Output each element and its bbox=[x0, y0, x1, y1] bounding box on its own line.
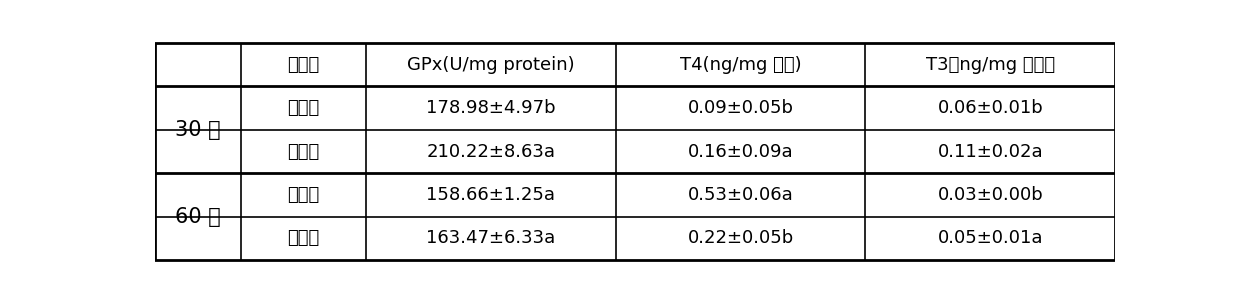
Text: 0.03±0.00b: 0.03±0.00b bbox=[938, 186, 1043, 204]
Text: 对照组: 对照组 bbox=[287, 186, 320, 204]
Text: 210.22±8.63a: 210.22±8.63a bbox=[426, 142, 555, 160]
Text: T4(ng/mg 干重): T4(ng/mg 干重) bbox=[680, 56, 802, 74]
Text: 对照组: 对照组 bbox=[287, 99, 320, 117]
Text: 0.22±0.05b: 0.22±0.05b bbox=[688, 230, 794, 247]
Text: 158.66±1.25a: 158.66±1.25a bbox=[426, 186, 555, 204]
Text: 0.16±0.09a: 0.16±0.09a bbox=[688, 142, 793, 160]
Text: 60 天: 60 天 bbox=[175, 207, 221, 226]
Text: 处理组: 处理组 bbox=[287, 56, 320, 74]
Text: 0.06±0.01b: 0.06±0.01b bbox=[938, 99, 1043, 117]
Text: 0.09±0.05b: 0.09±0.05b bbox=[688, 99, 794, 117]
Text: 0.05±0.01a: 0.05±0.01a bbox=[938, 230, 1043, 247]
Text: 178.98±4.97b: 178.98±4.97b bbox=[426, 99, 556, 117]
Text: 富硒组: 富硒组 bbox=[287, 142, 320, 160]
Text: 163.47±6.33a: 163.47±6.33a bbox=[426, 230, 555, 247]
Text: 0.53±0.06a: 0.53±0.06a bbox=[688, 186, 793, 204]
Text: GPx(U/mg protein): GPx(U/mg protein) bbox=[408, 56, 575, 74]
Text: 0.11±0.02a: 0.11±0.02a bbox=[938, 142, 1043, 160]
Text: 富硒组: 富硒组 bbox=[287, 230, 320, 247]
Text: T3（ng/mg 干重）: T3（ng/mg 干重） bbox=[926, 56, 1054, 74]
Text: 30 天: 30 天 bbox=[175, 120, 221, 140]
